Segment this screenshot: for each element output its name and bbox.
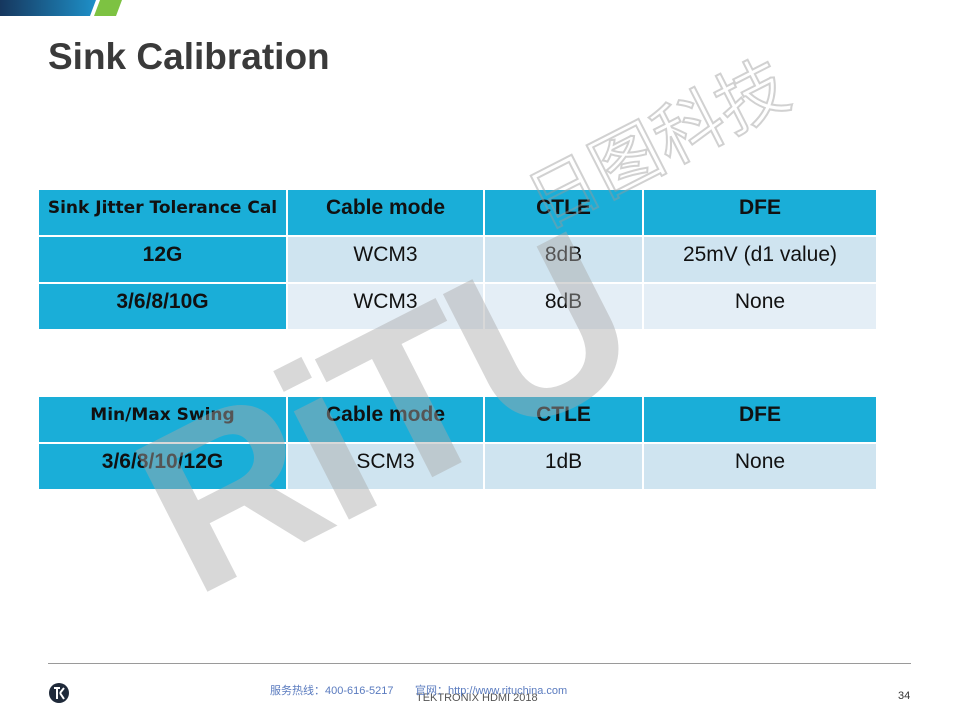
footer-hotline: 服务热线：400-616-5217: [270, 685, 394, 697]
slide-title: Sink Calibration: [48, 36, 330, 77]
tektronix-logo-icon: [49, 683, 69, 703]
sink-jitter-table: Sink Jitter Tolerance Cal Cable mode CTL…: [37, 188, 878, 331]
table-cell: None: [642, 442, 878, 491]
header-cell: DFE: [642, 395, 878, 444]
header-cell: CTLE: [483, 188, 644, 237]
top-accent-bar: [0, 0, 122, 16]
header-cell: Sink Jitter Tolerance Cal: [37, 188, 288, 237]
table-cell: 8dB: [483, 235, 644, 284]
footer-divider: [48, 663, 911, 664]
header-cell: Min/Max Swing: [37, 395, 288, 444]
page-number: 34: [898, 690, 911, 702]
table-cell: WCM3: [286, 282, 485, 331]
table-cell: 8dB: [483, 282, 644, 331]
row-label-cell: 12G: [37, 235, 288, 284]
table-row: 3/6/8/10/12G SCM3 1dB None: [37, 442, 878, 491]
header-cell: Cable mode: [286, 395, 485, 444]
table-cell: SCM3: [286, 442, 485, 491]
footer-website[interactable]: 官网：http://www.rituchina.com: [415, 685, 568, 697]
row-label-cell: 3/6/8/10G: [37, 282, 288, 331]
footer-center-text: TEKTRONIX HDMI 2018: [416, 692, 538, 704]
header-cell: CTLE: [483, 395, 644, 444]
min-max-swing-table: Min/Max Swing Cable mode CTLE DFE 3/6/8/…: [37, 395, 878, 491]
table-header-row: Sink Jitter Tolerance Cal Cable mode CTL…: [37, 188, 878, 237]
table-cell: WCM3: [286, 235, 485, 284]
table-cell: None: [642, 282, 878, 331]
header-cell: DFE: [642, 188, 878, 237]
table-row: 3/6/8/10G WCM3 8dB None: [37, 282, 878, 331]
table-row: 12G WCM3 8dB 25mV (d1 value): [37, 235, 878, 284]
table-cell: 1dB: [483, 442, 644, 491]
table-cell: 25mV (d1 value): [642, 235, 878, 284]
row-label-cell: 3/6/8/10/12G: [37, 442, 288, 491]
header-cell: Cable mode: [286, 188, 485, 237]
table-header-row: Min/Max Swing Cable mode CTLE DFE: [37, 395, 878, 444]
